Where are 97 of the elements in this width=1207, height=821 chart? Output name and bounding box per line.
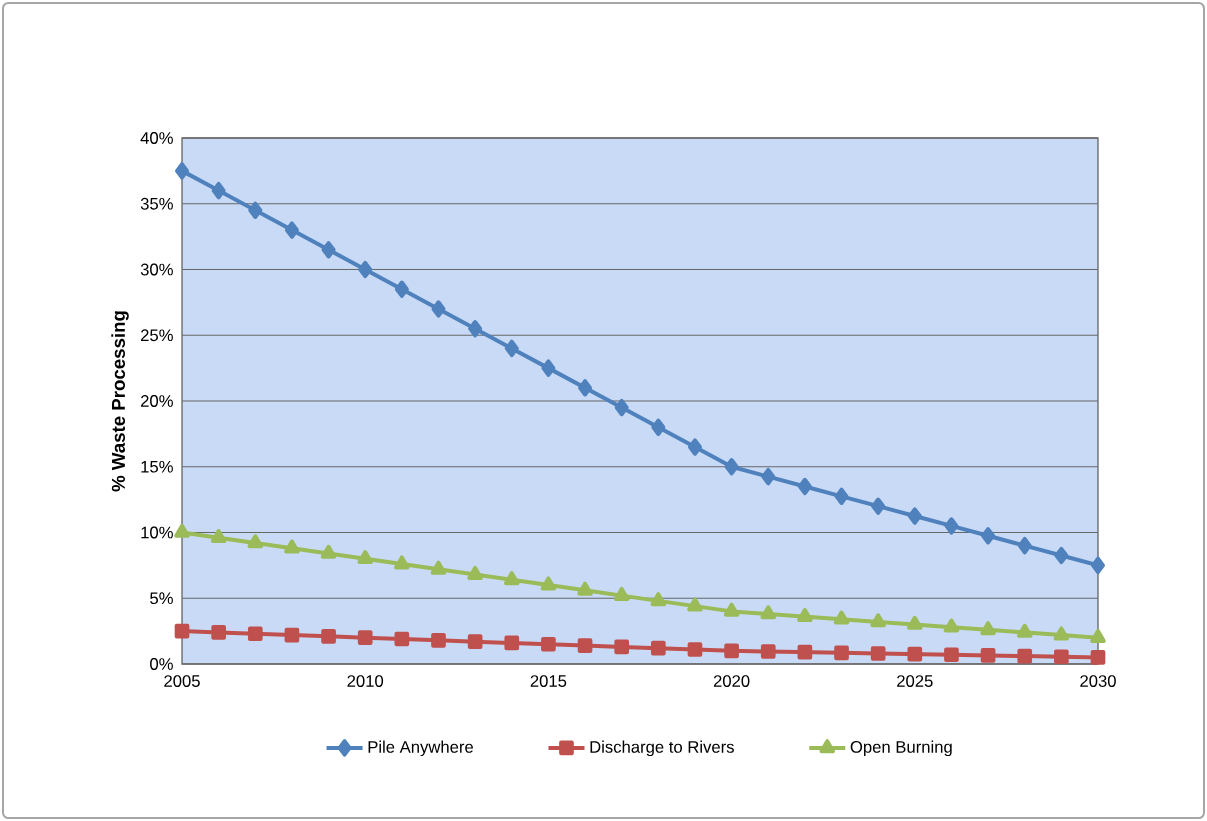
point xyxy=(980,621,996,636)
point xyxy=(1054,546,1069,565)
point xyxy=(1016,623,1033,638)
point xyxy=(761,467,776,486)
point xyxy=(577,581,593,596)
point xyxy=(871,497,886,515)
x-tick-label: 2005 xyxy=(164,675,200,687)
point xyxy=(504,635,520,651)
point xyxy=(614,398,629,417)
point xyxy=(541,636,556,652)
point xyxy=(944,647,959,663)
point xyxy=(980,648,996,663)
x-tick-label: 2010 xyxy=(347,675,384,687)
y-axis-title: % Waste Processing xyxy=(111,311,129,492)
point xyxy=(468,320,483,338)
x-tick-label: 2020 xyxy=(713,675,750,687)
y-tick-label: 30% xyxy=(140,263,173,276)
point xyxy=(1090,650,1106,665)
point xyxy=(540,576,557,591)
point xyxy=(797,477,812,496)
y-tick-label: 25% xyxy=(141,329,173,342)
point xyxy=(907,507,922,525)
point xyxy=(541,359,556,377)
point xyxy=(577,638,593,653)
point xyxy=(357,550,373,565)
point xyxy=(943,618,960,633)
point xyxy=(687,597,703,612)
point xyxy=(175,162,190,180)
point xyxy=(614,639,630,655)
point xyxy=(430,560,447,575)
point xyxy=(1054,649,1069,665)
y-tick-label: 10% xyxy=(141,526,173,539)
x-tick-label: 2030 xyxy=(1080,675,1116,687)
point xyxy=(1090,629,1106,644)
point xyxy=(394,280,409,298)
point xyxy=(321,241,336,259)
point xyxy=(613,586,630,601)
y-tick-label: 35% xyxy=(140,197,173,210)
point xyxy=(1091,556,1105,575)
point xyxy=(284,539,300,554)
point xyxy=(870,646,886,661)
point xyxy=(358,260,373,279)
point xyxy=(394,631,410,647)
point xyxy=(247,626,263,642)
point xyxy=(467,634,483,649)
point xyxy=(1053,626,1070,641)
point xyxy=(284,221,299,239)
point xyxy=(833,610,850,625)
legend-label: Pile Anywhere xyxy=(368,740,474,757)
point xyxy=(211,625,226,640)
point xyxy=(834,487,849,505)
point xyxy=(723,602,740,617)
point xyxy=(870,613,886,628)
point xyxy=(651,418,666,436)
point xyxy=(174,623,190,639)
point xyxy=(1017,648,1033,664)
point xyxy=(724,458,739,476)
point xyxy=(687,642,703,657)
point xyxy=(248,201,263,219)
point xyxy=(504,339,519,358)
x-tick-label: 2015 xyxy=(530,675,567,687)
point xyxy=(907,615,923,630)
point xyxy=(431,632,446,648)
y-tick-label: 5% xyxy=(150,592,173,605)
point xyxy=(650,592,667,607)
point xyxy=(320,544,337,559)
point xyxy=(467,565,483,580)
point xyxy=(211,181,226,200)
x-tick-label: 2025 xyxy=(897,675,933,687)
point xyxy=(174,523,190,538)
point xyxy=(650,640,666,656)
point xyxy=(357,630,373,646)
y-tick-label: 15% xyxy=(141,460,173,473)
point xyxy=(834,645,849,661)
y-tick-label: 0% xyxy=(150,658,173,670)
point xyxy=(394,555,410,570)
point xyxy=(907,646,923,662)
point xyxy=(687,438,702,456)
point xyxy=(321,629,336,644)
point xyxy=(981,527,996,545)
y-tick-label: 40% xyxy=(140,132,173,144)
point xyxy=(797,644,813,660)
point xyxy=(724,643,739,659)
point xyxy=(210,529,227,544)
point xyxy=(247,534,264,549)
legend-label: Discharge to Rivers xyxy=(590,740,734,757)
point xyxy=(944,517,959,535)
point xyxy=(284,627,300,643)
y-tick-label: 20% xyxy=(141,395,173,407)
point xyxy=(503,571,520,586)
point xyxy=(760,605,777,620)
point xyxy=(431,300,446,318)
legend-label: Open Burning xyxy=(850,740,952,757)
point xyxy=(578,379,593,397)
point xyxy=(760,644,776,659)
point xyxy=(1017,536,1032,555)
point xyxy=(797,607,813,622)
